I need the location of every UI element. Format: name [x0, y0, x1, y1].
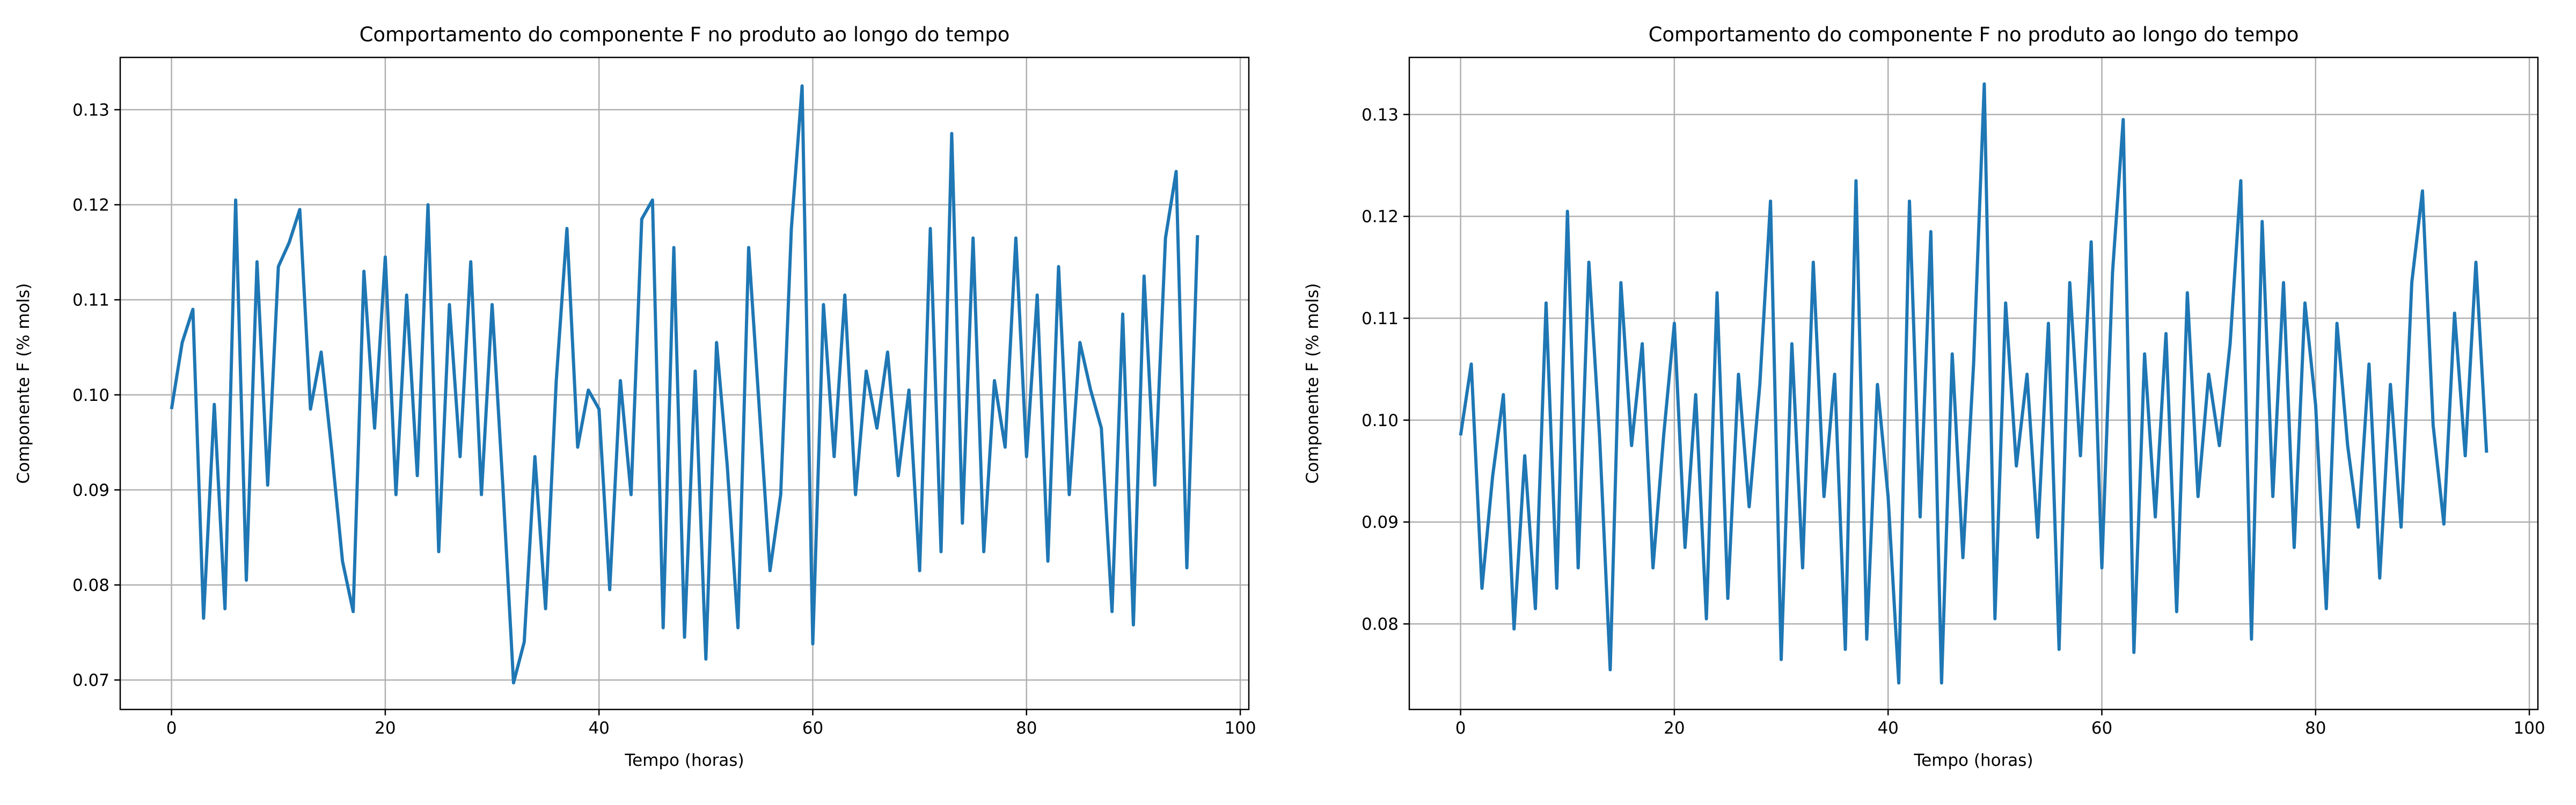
y-tick-label: 0.10 [72, 386, 109, 405]
x-tick-label: 100 [2513, 719, 2545, 738]
y-tick-label: 0.11 [1362, 309, 1399, 328]
x-tick-label: 20 [375, 719, 396, 738]
chart-title: Comportamento do componente F no produto… [1649, 23, 2299, 46]
x-axis-label: Tempo (horas) [1913, 751, 2033, 770]
y-tick-label: 0.09 [72, 481, 109, 500]
y-tick-label: 0.10 [1362, 411, 1399, 430]
chart-panel: 0 20 40 60 80 100 0.07 0.08 0.09 0.10 0.11 0.12 0.13… [14, 23, 1256, 770]
x-tick-label: 40 [1877, 719, 1898, 738]
y-tick-label: 0.11 [72, 291, 109, 310]
y-tick-label: 0.12 [72, 196, 109, 215]
y-tick-label: 0.09 [1362, 513, 1399, 532]
x-tick-label: 80 [2305, 719, 2326, 738]
data-line [1459, 82, 2489, 685]
y-axis-label: Componente F (% mols) [14, 283, 33, 484]
data-line [170, 84, 1199, 685]
x-tick-label: 60 [2091, 719, 2112, 738]
y-axis-label: Componente F (% mols) [1303, 283, 1322, 484]
x-tick-label: 0 [166, 719, 177, 738]
chart-panel: 0 20 40 60 80 100 0.08 0.09 0.10 0.11 0.12 0.13 Comp… [1303, 23, 2545, 770]
chart-title: Comportamento do componente F no produto… [360, 23, 1010, 46]
x-tick-label: 100 [1224, 719, 1256, 738]
y-tick-label: 0.08 [72, 576, 109, 595]
x-axis-label: Tempo (horas) [624, 751, 744, 770]
axes-frame [1408, 56, 2539, 711]
axes-frame [119, 56, 1250, 711]
x-tick-label: 60 [802, 719, 823, 738]
x-tick-label: 20 [1664, 719, 1685, 738]
y-tick-label: 0.07 [72, 671, 109, 690]
y-tick-label: 0.12 [1362, 207, 1399, 226]
y-tick-label: 0.13 [1362, 105, 1399, 125]
y-tick-label: 0.13 [72, 100, 109, 120]
x-tick-label: 0 [1455, 719, 1466, 738]
y-tick-label: 0.08 [1362, 615, 1399, 634]
x-tick-label: 40 [588, 719, 609, 738]
x-tick-label: 80 [1016, 719, 1037, 738]
